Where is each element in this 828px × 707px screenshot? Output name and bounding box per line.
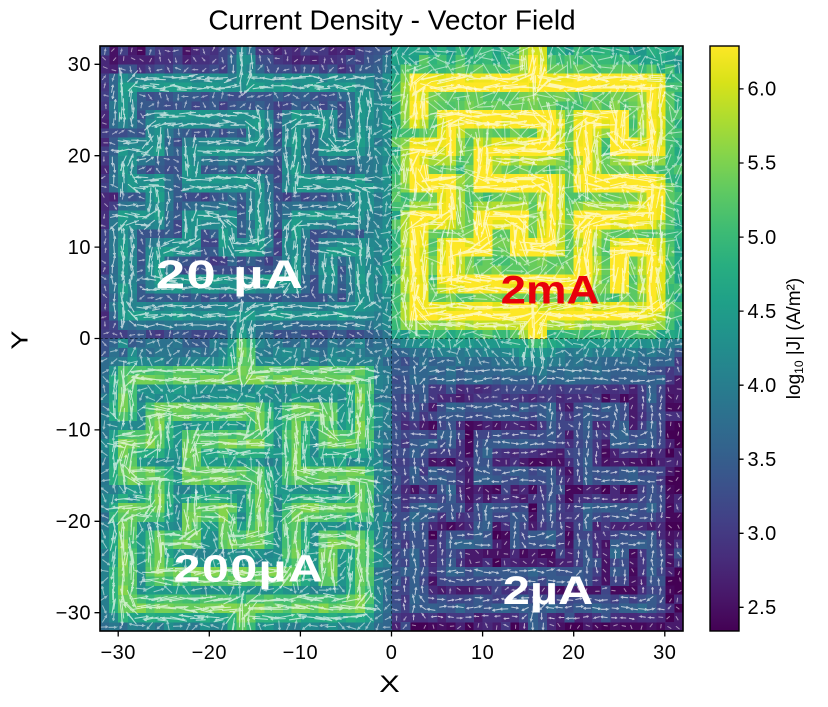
svg-text:0: 0 [79,328,91,350]
svg-text:20: 20 [68,145,91,167]
svg-text:0: 0 [386,642,398,664]
svg-text:4.5: 4.5 [748,301,777,323]
svg-text:−20: −20 [192,642,227,664]
svg-text:2.5: 2.5 [748,597,777,619]
svg-text:−10: −10 [283,642,318,664]
svg-text:−20: −20 [56,511,91,533]
svg-text:Current Density - Vector Field: Current Density - Vector Field [208,5,575,36]
svg-text:−30: −30 [56,602,91,624]
svg-text:2mA: 2mA [501,268,600,313]
svg-text:log10 |J| (A/m²): log10 |J| (A/m²) [784,278,806,399]
svg-text:−10: −10 [56,420,91,442]
svg-text:X: X [379,670,399,697]
svg-text:3.0: 3.0 [748,523,777,545]
svg-text:3.5: 3.5 [748,449,777,471]
svg-text:30: 30 [653,642,676,664]
svg-text:Y: Y [6,330,33,349]
svg-text:4.0: 4.0 [748,375,777,397]
svg-text:20 µA: 20 µA [156,252,305,296]
svg-text:−30: −30 [100,642,135,664]
svg-text:5.0: 5.0 [748,227,777,249]
svg-text:10: 10 [68,237,91,259]
svg-text:10: 10 [471,642,494,664]
svg-text:20: 20 [562,642,585,664]
svg-text:200µA: 200µA [174,548,325,590]
svg-text:5.5: 5.5 [748,153,777,175]
svg-text:6.0: 6.0 [748,79,777,101]
svg-text:30: 30 [68,54,91,76]
svg-text:2µA: 2µA [503,569,593,613]
